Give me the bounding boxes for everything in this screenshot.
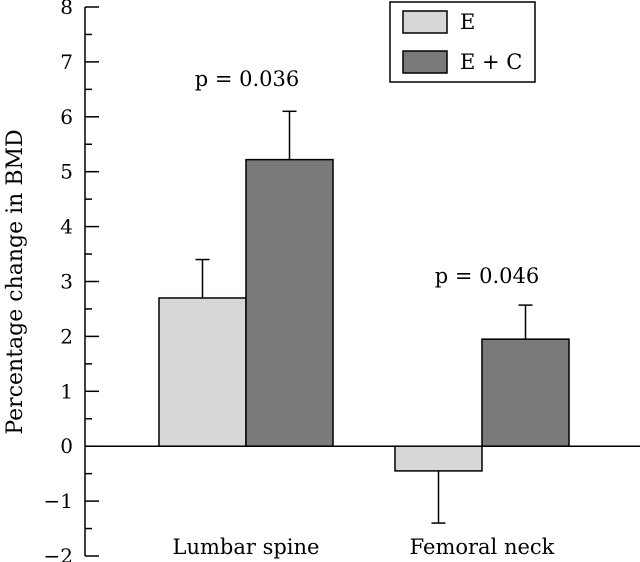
y-tick-label: 2: [60, 324, 73, 348]
bar: [394, 445, 483, 472]
y-tick-label: 0: [60, 434, 73, 458]
y-tick-label: 5: [60, 160, 73, 184]
legend-swatch: [402, 10, 448, 34]
bar: [158, 297, 247, 447]
category-label: Lumbar spine: [173, 535, 320, 559]
category-label: Femoral neck: [410, 535, 555, 559]
y-axis: −2 −1 0 1 2 3 4 5 6 7 8: [44, 0, 99, 562]
y-tick-label: 6: [60, 105, 73, 129]
y-tick-label: 4: [60, 215, 73, 239]
y-ticks: −2 −1 0 1 2 3 4 5 6 7 8: [44, 0, 99, 562]
legend: E E + C: [389, 1, 536, 83]
y-tick-label: −1: [44, 489, 73, 513]
annotations: p = 0.036 p = 0.046: [195, 67, 540, 288]
y-tick-label: 1: [60, 379, 73, 403]
error-bars: [195, 110, 533, 524]
bars: [158, 158, 570, 472]
y-tick-label: −2: [44, 544, 73, 562]
legend-swatch: [402, 50, 448, 74]
y-tick-label: 3: [60, 270, 73, 294]
y-tick-label: 7: [60, 50, 73, 74]
y-tick-label: 8: [60, 0, 73, 19]
bar: [481, 338, 570, 447]
p-value-annotation: p = 0.046: [435, 264, 540, 288]
bar: [245, 158, 334, 447]
legend-label: E + C: [460, 50, 522, 74]
y-axis-title: Percentage change in BMD: [3, 129, 28, 434]
p-value-annotation: p = 0.036: [195, 67, 300, 91]
category-labels: Lumbar spine Femoral neck: [173, 535, 555, 559]
legend-label: E: [460, 10, 475, 34]
